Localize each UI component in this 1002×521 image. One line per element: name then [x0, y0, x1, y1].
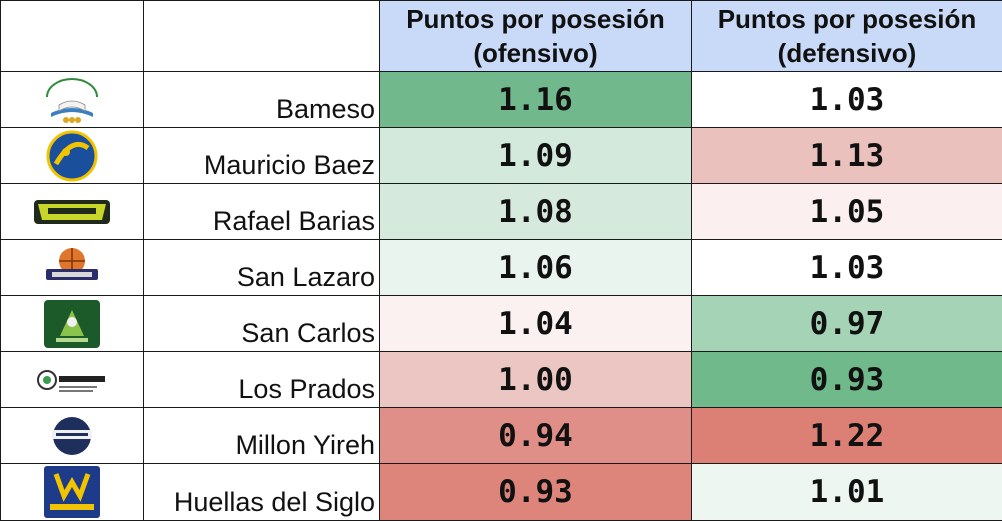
defensive-header: Puntos por posesión (defensivo) [692, 1, 1002, 72]
club-bameso-logo-icon [37, 75, 107, 125]
logo-cell [1, 184, 144, 240]
team-name: Rafael Barias [144, 184, 380, 240]
offensive-header: Puntos por posesión (ofensivo) [380, 1, 692, 72]
defensive-value: 1.03 [692, 240, 1002, 296]
offensive-value: 1.16 [380, 72, 692, 128]
defensive-value: 1.22 [692, 408, 1002, 464]
team-name: Los Prados [144, 352, 380, 408]
millon-yireh-logo-icon [46, 414, 98, 458]
team-name: San Carlos [144, 296, 380, 352]
offensive-header-line2: (ofensivo) [380, 36, 691, 70]
defensive-value: 0.97 [692, 296, 1002, 352]
team-name: San Lazaro [144, 240, 380, 296]
defensive-header-line2: (defensivo) [692, 36, 1002, 70]
offensive-value: 0.93 [380, 464, 692, 521]
offensive-value: 1.08 [380, 184, 692, 240]
team-name: Huellas del Siglo [144, 464, 380, 521]
logo-cell [1, 240, 144, 296]
los-prados-logo-icon [33, 358, 111, 402]
defensive-value: 1.05 [692, 184, 1002, 240]
team-name: Mauricio Baez [144, 128, 380, 184]
logo-cell [1, 296, 144, 352]
logo-cell [1, 352, 144, 408]
defensive-header-line1: Puntos por posesión [692, 2, 1002, 36]
defensive-value: 1.01 [692, 464, 1002, 521]
team-name: Bameso [144, 72, 380, 128]
logo-cell [1, 72, 144, 128]
blank-header-cell [144, 1, 380, 72]
offensive-value: 0.94 [380, 408, 692, 464]
defensive-value: 1.03 [692, 72, 1002, 128]
logo-cell [1, 464, 144, 521]
defensive-value: 0.93 [692, 352, 1002, 408]
rafael-barias-logo-icon [32, 192, 112, 232]
offensive-value: 1.06 [380, 240, 692, 296]
san-carlos-logo-icon [42, 298, 102, 350]
logo-cell [1, 408, 144, 464]
san-lazaro-logo-icon [42, 245, 102, 291]
offensive-value: 1.04 [380, 296, 692, 352]
defensive-value: 1.13 [692, 128, 1002, 184]
offensive-header-line1: Puntos por posesión [380, 2, 691, 36]
blank-header-cell [1, 1, 144, 72]
mauricio-baez-logo-icon [44, 130, 100, 182]
offensive-value: 1.09 [380, 128, 692, 184]
offensive-value: 1.00 [380, 352, 692, 408]
logo-cell [1, 128, 144, 184]
header-row: Puntos por posesión (ofensivo) Puntos po… [1, 1, 1002, 72]
team-name: Millon Yireh [144, 408, 380, 464]
huellas-del-siglo-logo-icon [42, 464, 102, 520]
